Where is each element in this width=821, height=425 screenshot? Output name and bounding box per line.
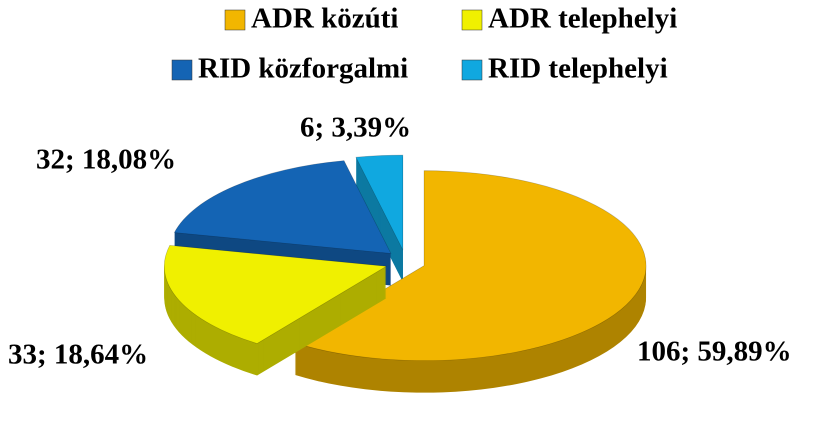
- data-label: 6; 3,39%: [300, 112, 411, 144]
- legend-swatch: [461, 59, 483, 81]
- data-label: 32; 18,08%: [36, 144, 176, 176]
- slice: [164, 245, 388, 344]
- legend-swatch: [171, 59, 193, 81]
- data-label: 106; 59,89%: [637, 336, 792, 368]
- legend-swatch: [461, 9, 483, 31]
- legend-label: RID közforgalmi: [198, 53, 408, 85]
- data-label: 33; 18,64%: [8, 339, 148, 371]
- legend-label: RID telephelyi: [488, 53, 668, 85]
- slice: [173, 160, 392, 254]
- slice: [355, 154, 404, 251]
- legend-label: ADR közúti: [251, 3, 398, 35]
- legend-label: ADR telephelyi: [488, 3, 677, 35]
- slice: [294, 170, 647, 361]
- legend-swatch: [224, 9, 246, 31]
